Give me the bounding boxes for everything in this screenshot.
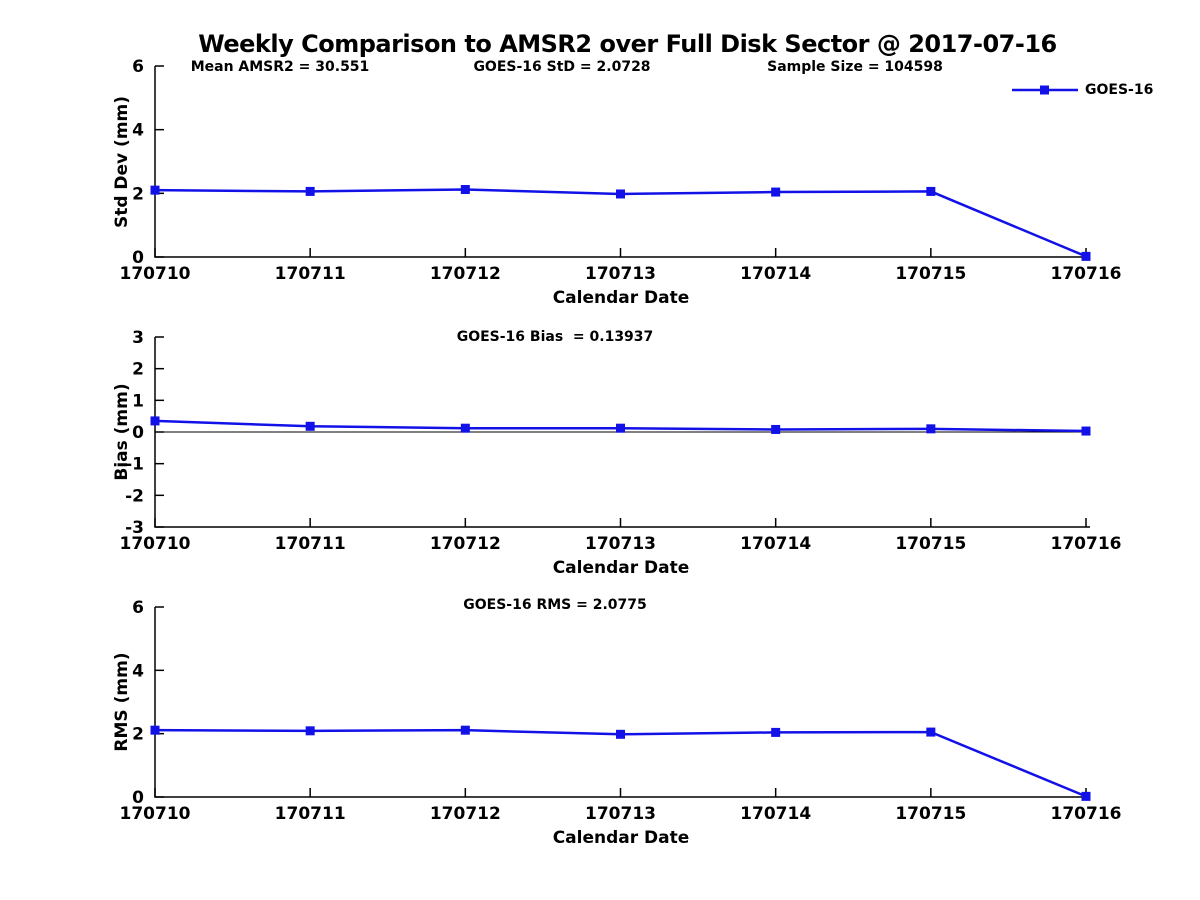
- std-dev-y-tick-label: 4: [132, 121, 144, 141]
- annotation-mean-amsr2: Mean AMSR2 = 30.551: [190, 59, 370, 75]
- annotation-goes16-rms: GOES-16 RMS = 2.0775: [463, 597, 647, 613]
- legend-marker-icon: [1012, 85, 1078, 95]
- figure-title: Weekly Comparison to AMSR2 over Full Dis…: [198, 30, 1057, 58]
- rms-y-tick-label: 4: [132, 661, 144, 681]
- std-dev-x-tick-label: 170712: [430, 264, 501, 284]
- rms-data-point-marker: [771, 727, 781, 737]
- rms-x-tick-label: 170713: [585, 804, 656, 824]
- std-dev-x-tick-label: 170711: [275, 264, 346, 284]
- bias-y-tick-label: -1: [125, 455, 144, 475]
- annotation-goes16-std: GOES-16 StD = 2.0728: [473, 59, 651, 75]
- rms-data-point-marker: [616, 729, 625, 739]
- bias-x-tick-label: 170716: [1051, 534, 1122, 554]
- bias-data-point-marker: [150, 416, 160, 426]
- rms-series-line: [154, 728, 1087, 798]
- bias-data-point-marker: [926, 424, 936, 434]
- rms-x-tick-label: 170715: [895, 804, 966, 824]
- rms-x-tick-label: 170712: [430, 804, 501, 824]
- rms-y-tick-label: 6: [132, 598, 144, 618]
- std-dev-data-point-marker: [150, 185, 160, 195]
- std-dev-data-point-marker: [305, 186, 315, 196]
- std-dev-y-tick-label: 2: [132, 184, 144, 204]
- rms-axis: [154, 607, 1090, 798]
- bias-y-tick-label: 0: [132, 423, 144, 443]
- bias-data-point-marker: [771, 424, 781, 434]
- bias-x-tick-label: 170711: [275, 534, 346, 554]
- legend-label: GOES-16: [1085, 82, 1154, 98]
- bias-x-tick-label: 170714: [740, 534, 811, 554]
- std-dev-series-line: [154, 188, 1087, 258]
- bias-x-tick-label: 170712: [430, 534, 501, 554]
- std-dev-x-tick-label: 170713: [585, 264, 656, 284]
- bias-x-tick-label: 170710: [120, 534, 191, 554]
- bias-y-tick-label: 3: [132, 328, 144, 348]
- rms-y-tick-label: 0: [132, 788, 144, 808]
- rms-data-point-marker: [150, 725, 160, 735]
- std-dev-x-tick-label: 170716: [1051, 264, 1122, 284]
- std-dev-y-tick-label: 0: [132, 248, 144, 268]
- rms-data-point-marker: [1081, 791, 1091, 801]
- bias-data-point-marker: [1081, 426, 1091, 436]
- std-dev-axis: [154, 66, 1090, 258]
- xlabel-std-dev: Calendar Date: [552, 288, 690, 308]
- rms-x-tick-label: 170714: [740, 804, 811, 824]
- rms-x-tick-label: 170716: [1051, 804, 1122, 824]
- std-dev-data-point-marker: [616, 189, 625, 199]
- bias-x-tick-label: 170715: [895, 534, 966, 554]
- bias-x-tick-label: 170713: [585, 534, 656, 554]
- rms-data-point-marker: [926, 727, 936, 737]
- bias-y-tick-label: 2: [132, 360, 144, 380]
- bias-data-point-marker: [460, 423, 470, 433]
- bias-y-tick-label: -2: [125, 486, 144, 506]
- xlabel-rms: Calendar Date: [552, 828, 690, 848]
- bias-y-tick-label: -3: [125, 518, 144, 538]
- rms-y-tick-label: 2: [132, 725, 144, 745]
- std-dev-y-tick-label: 6: [132, 57, 144, 77]
- bias-y-tick-label: 1: [132, 391, 144, 411]
- legend: GOES-16: [1012, 82, 1153, 98]
- annotation-goes16-bias: GOES-16 Bias = 0.13937: [456, 329, 654, 345]
- std-dev-data-point-marker: [1081, 251, 1091, 261]
- bias-data-point-marker: [305, 421, 315, 431]
- rms-x-tick-label: 170710: [120, 804, 191, 824]
- std-dev-data-point-marker: [926, 186, 936, 196]
- xlabel-bias: Calendar Date: [552, 558, 690, 578]
- bias-data-point-marker: [616, 423, 625, 433]
- std-dev-x-tick-label: 170710: [120, 264, 191, 284]
- annotation-sample-size: Sample Size = 104598: [767, 59, 943, 75]
- std-dev-data-point-marker: [771, 187, 781, 197]
- rms-data-point-marker: [305, 726, 315, 736]
- std-dev-data-point-marker: [460, 185, 470, 195]
- rms-data-point-marker: [460, 725, 470, 735]
- std-dev-x-tick-label: 170714: [740, 264, 811, 284]
- rms-x-tick-label: 170711: [275, 804, 346, 824]
- std-dev-x-tick-label: 170715: [895, 264, 966, 284]
